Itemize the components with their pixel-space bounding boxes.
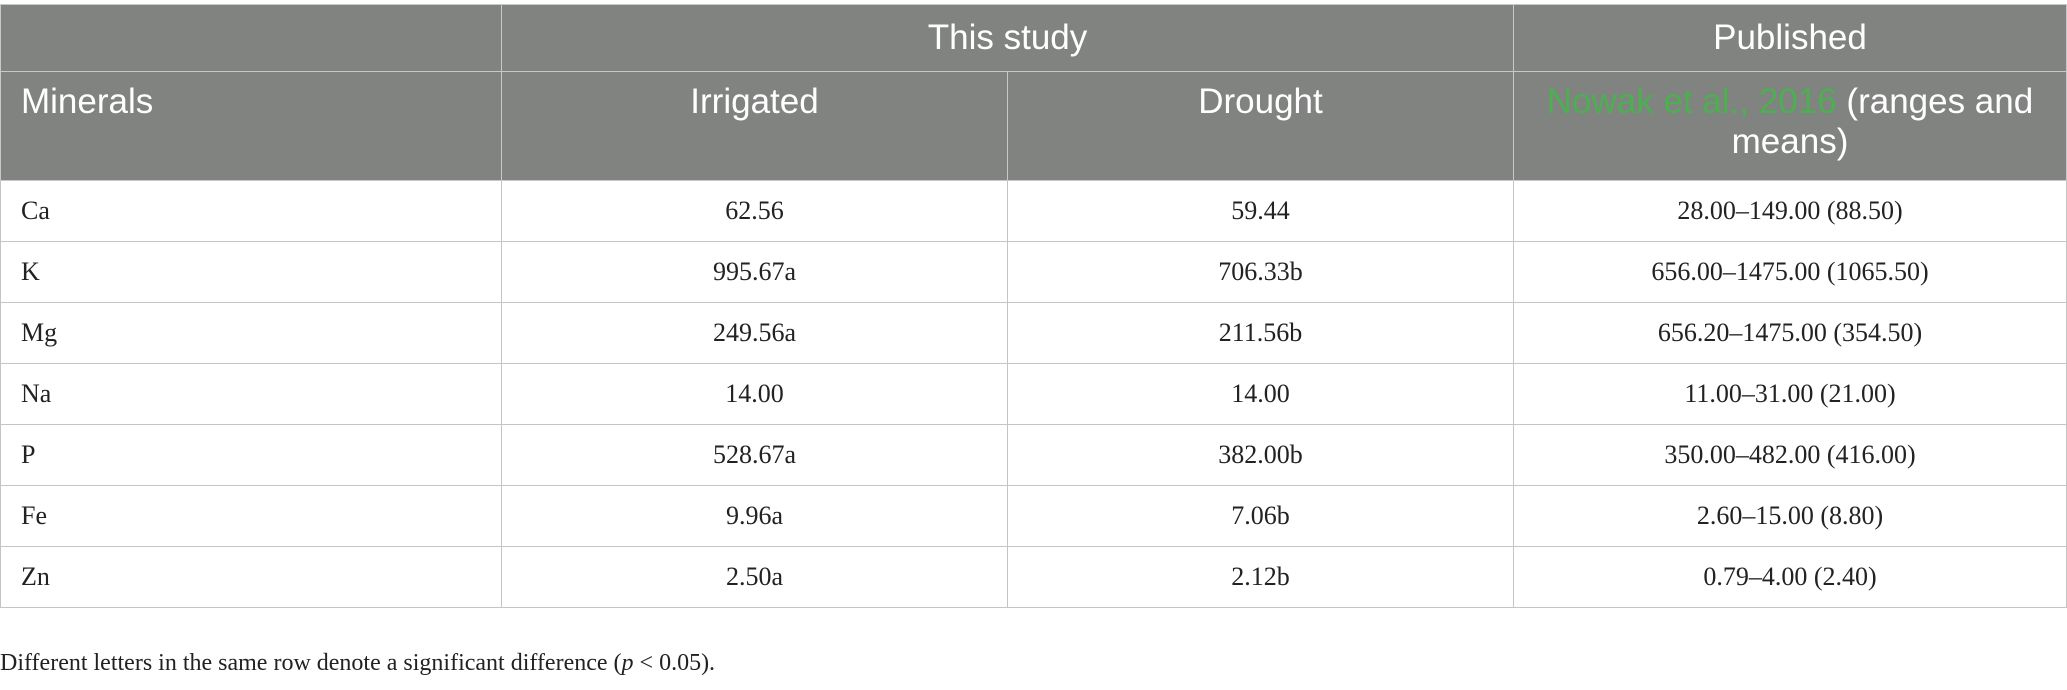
minerals-table: This study Published Minerals Irrigated … <box>0 4 2067 608</box>
header-empty-cell <box>0 4 502 72</box>
table-row: Zn 2.50a 2.12b 0.79–4.00 (2.40) <box>0 546 2067 608</box>
cell-published: 656.20–1475.00 (354.50) <box>1513 302 2067 364</box>
group-header-row: This study Published <box>0 4 2067 72</box>
cell-drought: 7.06b <box>1007 485 1514 547</box>
cell-drought: 706.33b <box>1007 241 1514 303</box>
cell-drought: 14.00 <box>1007 363 1514 425</box>
table-row: Ca 62.56 59.44 28.00–149.00 (88.50) <box>0 180 2067 242</box>
cell-irrigated: 2.50a <box>501 546 1008 608</box>
citation-link[interactable]: Nowak et al., 2016 <box>1546 82 1837 121</box>
column-header-row: Minerals Irrigated Drought Nowak et al.,… <box>0 71 2067 181</box>
cell-mineral: Ca <box>0 180 502 242</box>
cell-irrigated: 528.67a <box>501 424 1008 486</box>
cell-mineral: K <box>0 241 502 303</box>
cell-drought: 382.00b <box>1007 424 1514 486</box>
footnote-p-symbol: p <box>621 650 634 676</box>
cell-mineral: P <box>0 424 502 486</box>
table-row: Na 14.00 14.00 11.00–31.00 (21.00) <box>0 363 2067 425</box>
table-row: Fe 9.96a 7.06b 2.60–15.00 (8.80) <box>0 485 2067 547</box>
cell-irrigated: 995.67a <box>501 241 1008 303</box>
cell-published: 2.60–15.00 (8.80) <box>1513 485 2067 547</box>
cell-irrigated: 14.00 <box>501 363 1008 425</box>
cell-irrigated: 249.56a <box>501 302 1008 364</box>
group-header-published: Published <box>1513 4 2067 72</box>
cell-mineral: Zn <box>0 546 502 608</box>
cell-drought: 2.12b <box>1007 546 1514 608</box>
column-header-published: Nowak et al., 2016 (ranges and means) <box>1513 71 2067 181</box>
cell-mineral: Na <box>0 363 502 425</box>
cell-published: 656.00–1475.00 (1065.50) <box>1513 241 2067 303</box>
footnote-text: Different letters in the same row denote… <box>0 650 622 676</box>
column-header-minerals: Minerals <box>0 71 502 181</box>
cell-mineral: Mg <box>0 302 502 364</box>
cell-published: 0.79–4.00 (2.40) <box>1513 546 2067 608</box>
cell-irrigated: 62.56 <box>501 180 1008 242</box>
column-header-irrigated: Irrigated <box>501 71 1008 181</box>
table-row: Mg 249.56a 211.56b 656.20–1475.00 (354.50) <box>0 302 2067 364</box>
column-header-published-label: (ranges and means) <box>1731 82 2034 161</box>
table-body: Ca 62.56 59.44 28.00–149.00 (88.50) K 995.67a… <box>0 180 2067 608</box>
cell-published: 350.00–482.00 (416.00) <box>1513 424 2067 486</box>
cell-published: 28.00–149.00 (88.50) <box>1513 180 2067 242</box>
table-footnote: Different letters in the same row denote… <box>0 650 715 677</box>
cell-irrigated: 9.96a <box>501 485 1008 547</box>
table-row: K 995.67a 706.33b 656.00–1475.00 (1065.50) <box>0 241 2067 303</box>
cell-published: 11.00–31.00 (21.00) <box>1513 363 2067 425</box>
table-row: P 528.67a 382.00b 350.00–482.00 (416.00) <box>0 424 2067 486</box>
footnote-threshold: < 0.05). <box>633 650 716 676</box>
group-header-this-study: This study <box>501 4 1514 72</box>
cell-drought: 59.44 <box>1007 180 1514 242</box>
cell-drought: 211.56b <box>1007 302 1514 364</box>
cell-mineral: Fe <box>0 485 502 547</box>
column-header-drought: Drought <box>1007 71 1514 181</box>
